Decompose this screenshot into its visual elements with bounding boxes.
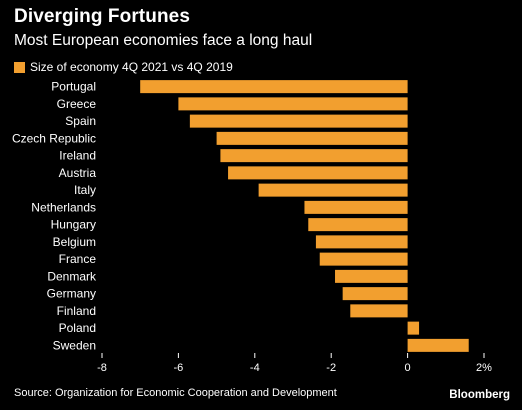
chart-subtitle: Most European economies face a long haul — [14, 32, 313, 49]
x-tick-label: -6 — [174, 362, 184, 374]
bar-hungary — [308, 218, 408, 232]
category-label: Poland — [59, 321, 96, 335]
bar-ireland — [220, 149, 408, 163]
category-label: Czech Republic — [12, 131, 96, 145]
category-label: Hungary — [51, 218, 96, 232]
bar-belgium — [315, 235, 408, 249]
bar-greece — [178, 97, 408, 111]
bar-france — [319, 252, 408, 266]
x-tick-label: 2% — [476, 362, 492, 374]
bar-portugal — [140, 80, 408, 94]
bar-poland — [407, 321, 420, 335]
brand-logo: Bloomberg — [449, 389, 510, 401]
bar-austria — [228, 166, 408, 180]
bar-germany — [342, 287, 408, 301]
bar-denmark — [335, 269, 408, 283]
category-label: France — [59, 252, 97, 266]
bar-czech-republic — [216, 131, 408, 145]
category-label: Denmark — [47, 269, 97, 283]
category-label: Germany — [47, 287, 96, 301]
category-label: Finland — [57, 304, 96, 318]
x-tick-label: -4 — [250, 362, 260, 374]
category-label: Belgium — [53, 235, 96, 249]
category-label: Italy — [74, 183, 96, 197]
bar-finland — [350, 304, 408, 318]
bar-italy — [258, 183, 408, 197]
x-tick-label: 0 — [405, 362, 411, 374]
x-tick-label: -2 — [326, 362, 336, 374]
bar-sweden — [407, 338, 469, 352]
chart-title: Diverging Fortunes — [14, 6, 190, 27]
category-label: Ireland — [59, 149, 96, 163]
legend-swatch — [14, 61, 25, 73]
legend: Size of economy 4Q 2021 vs 4Q 2019 — [14, 60, 233, 74]
category-label: Sweden — [53, 338, 96, 352]
source-note: Source: Organization for Economic Cooper… — [14, 387, 337, 399]
legend-label: Size of economy 4Q 2021 vs 4Q 2019 — [30, 60, 233, 74]
category-label: Spain — [65, 114, 96, 128]
x-tick-label: -8 — [97, 362, 107, 374]
bar-spain — [189, 114, 408, 128]
category-label: Portugal — [51, 80, 96, 94]
category-label: Greece — [57, 97, 97, 111]
category-label: Netherlands — [31, 200, 96, 214]
category-label: Austria — [59, 166, 97, 180]
bar-netherlands — [304, 200, 408, 214]
